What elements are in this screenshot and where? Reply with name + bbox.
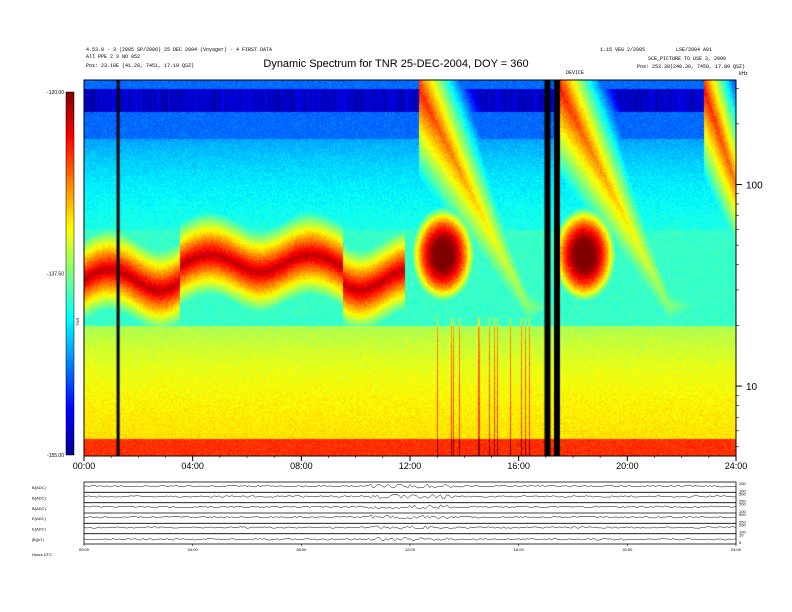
x-tick-label: 20:00 [616, 461, 639, 471]
panel-right-tick: 200 [739, 502, 746, 507]
panel-right-tick: 250 [739, 499, 746, 504]
panel-right-tick: 250 [739, 519, 746, 524]
panel-right-tick: 100 [739, 509, 746, 514]
panel-trace [83, 494, 736, 499]
header-meta-left-1: 4.53.0 - 3 (2005 SP/2006) 25 DEC 2004 (V… [86, 47, 273, 53]
chart-title: Dynamic Spectrum for TNR 25-DEC-2004, DO… [263, 58, 529, 70]
x-tick-label: 04:00 [181, 461, 204, 471]
panel-x-tick-label: 12:00 [405, 547, 416, 552]
header-meta-right-1: 1.15 VEG 2/2005 [600, 47, 646, 53]
y-tick-label: 100 [746, 181, 763, 192]
x-tick-label: 08:00 [290, 461, 313, 471]
event-label: DEVICE [566, 70, 585, 76]
panel-label: E(ADC) [32, 516, 46, 521]
panel-label: B(ADC) [32, 496, 46, 501]
y-tick-label: 10 [746, 382, 758, 393]
panel-trace [83, 483, 737, 489]
panel-label: B(ADC) [32, 485, 46, 490]
colorbar [65, 91, 75, 456]
panel-right-tick: 500 [739, 512, 746, 517]
colorbar-label: TNR [75, 318, 80, 326]
panel-trace [83, 537, 737, 542]
panel-footer-label: Hours UTC [32, 552, 52, 557]
header-meta-right-top: LSE/2004 A01 [676, 47, 713, 53]
colorbar-tick-label: -155.00 [47, 453, 64, 459]
panel-right-tick: 200 [739, 522, 746, 527]
panel-right-tick: 100 [739, 488, 746, 493]
header-meta-left-3: Pos: 23.10E (41.28, 7451, 17.19 QSZ) [86, 63, 195, 69]
panel-right-tick: 10 [739, 533, 744, 538]
panel-label: |B|(nT) [32, 537, 45, 542]
panel-x-tick-label: 00:00 [79, 547, 90, 552]
x-tick-label: 00:00 [73, 461, 96, 471]
panel-right-tick: 100 [739, 530, 746, 535]
panel-x-tick-label: 16:00 [514, 547, 525, 552]
panel-trace [83, 525, 737, 530]
x-tick-label: 16:00 [507, 461, 530, 471]
panel-x-tick-label: 20:00 [622, 547, 633, 552]
panel-right-tick: 5 [739, 540, 742, 545]
dynamic-spectrum-heatmap [84, 80, 736, 456]
header-meta-left-2: All PPE 2 3 NO 052 [86, 54, 141, 60]
header-meta-right-3: Pos: 253.38(240.30, 7450, 17.80 QSZ) [637, 64, 746, 70]
x-tick-label: 12:00 [399, 461, 422, 471]
panel-trace [84, 514, 737, 520]
panel-x-tick-label: 04:00 [188, 547, 199, 552]
y-unit-label: kHz [739, 71, 748, 77]
panel-x-tick-label: 24:00 [731, 547, 742, 552]
header-meta-right-2: SCE_PICTURE TO USE 3, 2000 [648, 56, 727, 62]
panel-trace [83, 504, 737, 510]
panel-right-tick: 500 [739, 491, 746, 496]
plot-frame [83, 79, 737, 457]
panel-label: E(ADC) [32, 527, 46, 532]
colorbar-tick-label: -120.00 [47, 90, 64, 96]
panel-right-tick: 200 [739, 481, 746, 486]
panel-label: B(ADC) [32, 506, 46, 511]
panel-x-tick-label: 08:00 [296, 547, 307, 552]
x-tick-label: 24:00 [725, 461, 748, 471]
colorbar-tick-label: -137.50 [47, 272, 64, 278]
